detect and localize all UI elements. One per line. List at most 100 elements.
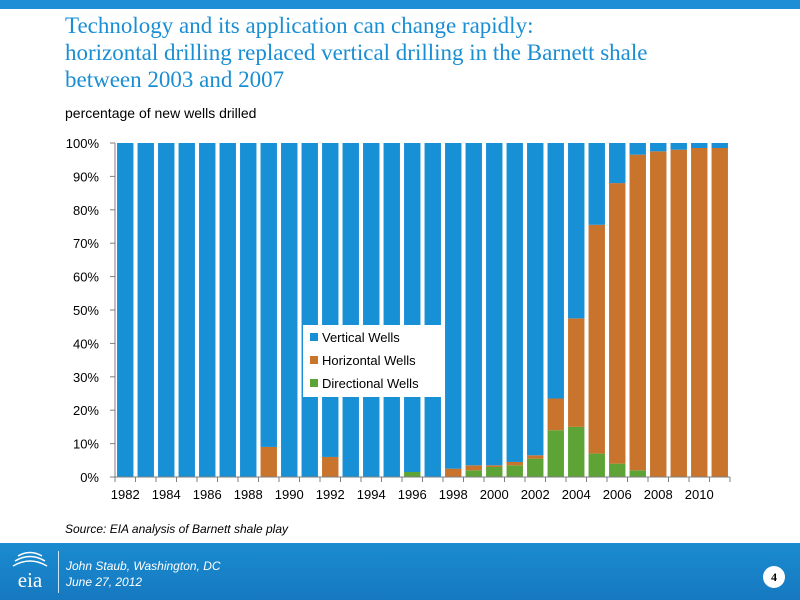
bar-vertical-wells-1994	[363, 143, 380, 477]
bar-directional-wells-2001	[506, 465, 523, 477]
bar-vertical-wells-2011	[711, 143, 728, 149]
bar-horizontal-wells-1998	[445, 468, 462, 477]
legend-swatch-horizontal-wells	[310, 356, 318, 364]
legend-label-horizontal-wells: Horizontal Wells	[322, 353, 416, 368]
bar-horizontal-wells-2003	[547, 398, 564, 431]
bar-horizontal-wells-2001	[506, 461, 523, 466]
bar-vertical-wells-1997	[424, 143, 441, 477]
bar-vertical-wells-2004	[568, 143, 585, 319]
bar-horizontal-wells-2004	[568, 318, 585, 427]
y-tick-label-100: 100%	[66, 136, 100, 151]
y-tick-label-0: 0%	[80, 470, 99, 485]
presentation-date: June 27, 2012	[66, 575, 143, 589]
x-tick-label-2002: 2002	[521, 487, 550, 502]
bar-vertical-wells-1983	[137, 143, 154, 477]
slide-title: Technology and its application can chang…	[65, 12, 785, 93]
x-tick-label-2004: 2004	[562, 487, 591, 502]
bar-vertical-wells-2000	[486, 143, 503, 466]
bar-vertical-wells-1989	[260, 143, 277, 447]
bar-directional-wells-2000	[486, 466, 503, 477]
bar-vertical-wells-1998	[445, 143, 462, 469]
bar-horizontal-wells-2002	[527, 455, 544, 459]
x-tick-label-2006: 2006	[603, 487, 632, 502]
legend-swatch-directional-wells	[310, 379, 318, 387]
bar-directional-wells-2002	[527, 458, 544, 477]
y-tick-label-80: 80%	[73, 203, 99, 218]
bar-directional-wells-2005	[588, 453, 605, 477]
bar-vertical-wells-1990	[281, 143, 298, 477]
bar-directional-wells-2004	[568, 426, 585, 477]
bar-horizontal-wells-2006	[609, 183, 626, 464]
title-line-2: horizontal drilling replaced vertical dr…	[65, 40, 648, 65]
bar-vertical-wells-1996	[404, 143, 421, 472]
x-tick-label-1984: 1984	[152, 487, 181, 502]
bar-horizontal-wells-2007	[629, 154, 646, 471]
y-tick-label-20: 20%	[73, 403, 99, 418]
bar-horizontal-wells-2008	[650, 151, 667, 477]
bar-vertical-wells-1985	[178, 143, 195, 477]
source-note: Source: EIA analysis of Barnett shale pl…	[65, 522, 289, 536]
bar-vertical-wells-1991	[301, 143, 318, 477]
bar-horizontal-wells-1992	[322, 456, 339, 477]
bar-horizontal-wells-2010	[691, 148, 708, 477]
x-tick-label-1988: 1988	[234, 487, 263, 502]
bar-vertical-wells-1993	[342, 143, 359, 477]
bar-vertical-wells-1999	[465, 143, 482, 466]
y-tick-label-40: 40%	[73, 336, 99, 351]
bar-directional-wells-1996	[404, 471, 421, 477]
bar-vertical-wells-1992	[322, 143, 339, 457]
legend-label-vertical-wells: Vertical Wells	[322, 330, 400, 345]
bar-vertical-wells-2005	[588, 143, 605, 225]
bar-vertical-wells-2009	[670, 143, 687, 150]
bar-vertical-wells-2010	[691, 143, 708, 149]
bar-vertical-wells-1982	[117, 143, 134, 477]
x-tick-label-1996: 1996	[398, 487, 427, 502]
logo-text: eia	[18, 568, 43, 592]
legend-label-directional-wells: Directional Wells	[322, 376, 419, 391]
x-tick-label-1990: 1990	[275, 487, 304, 502]
bar-vertical-wells-2001	[506, 143, 523, 462]
title-line-3: between 2003 and 2007	[65, 67, 285, 92]
title-line-1: Technology and its application can chang…	[65, 13, 534, 38]
y-tick-label-60: 60%	[73, 270, 99, 285]
bar-vertical-wells-2007	[629, 143, 646, 155]
footer-divider	[58, 551, 59, 593]
legend-swatch-vertical-wells	[310, 333, 318, 341]
y-tick-label-10: 10%	[73, 437, 99, 452]
bar-vertical-wells-1995	[383, 143, 400, 477]
bar-vertical-wells-1986	[199, 143, 216, 477]
x-tick-label-1998: 1998	[439, 487, 468, 502]
stacked-bar-chart: 0% 10% 20% 30% 40% 50% 60% 70% 80% 90% 100% 1982 198…	[66, 136, 731, 502]
x-tick-label-1994: 1994	[357, 487, 386, 502]
x-tick-label-1992: 1992	[316, 487, 345, 502]
x-tick-label-1986: 1986	[193, 487, 222, 502]
legend-box	[303, 325, 443, 397]
bar-vertical-wells-2003	[547, 143, 564, 399]
x-tick-label-2008: 2008	[644, 487, 673, 502]
top-accent-bar	[0, 0, 800, 9]
y-tick-label-90: 90%	[73, 169, 99, 184]
bar-horizontal-wells-2005	[588, 224, 605, 454]
page-number: 4	[763, 566, 785, 588]
bar-directional-wells-2006	[609, 463, 626, 477]
bar-vertical-wells-1987	[219, 143, 236, 477]
y-tick-label-50: 50%	[73, 303, 99, 318]
x-tick-label-2000: 2000	[480, 487, 509, 502]
y-tick-label-70: 70%	[73, 236, 99, 251]
bar-horizontal-wells-2011	[711, 148, 728, 477]
bar-horizontal-wells-2000	[486, 465, 503, 467]
y-axis-label: percentage of new wells drilled	[65, 105, 257, 121]
eia-logo: eia	[12, 551, 48, 592]
x-tick-label-2010: 2010	[685, 487, 714, 502]
bar-vertical-wells-2008	[650, 143, 667, 152]
y-tick-label-30: 30%	[73, 370, 99, 385]
presenter-name: John Staub, Washington, DC	[66, 559, 221, 573]
bar-horizontal-wells-1999	[465, 465, 482, 471]
bar-directional-wells-2007	[629, 470, 646, 477]
bar-directional-wells-2003	[547, 430, 564, 477]
bar-vertical-wells-2002	[527, 143, 544, 456]
footer-bar: eia John Staub, Washington, DC June 27, …	[0, 543, 800, 600]
bar-horizontal-wells-1989	[260, 446, 277, 477]
bar-directional-wells-1999	[465, 470, 482, 477]
x-tick-label-1982: 1982	[111, 487, 140, 502]
